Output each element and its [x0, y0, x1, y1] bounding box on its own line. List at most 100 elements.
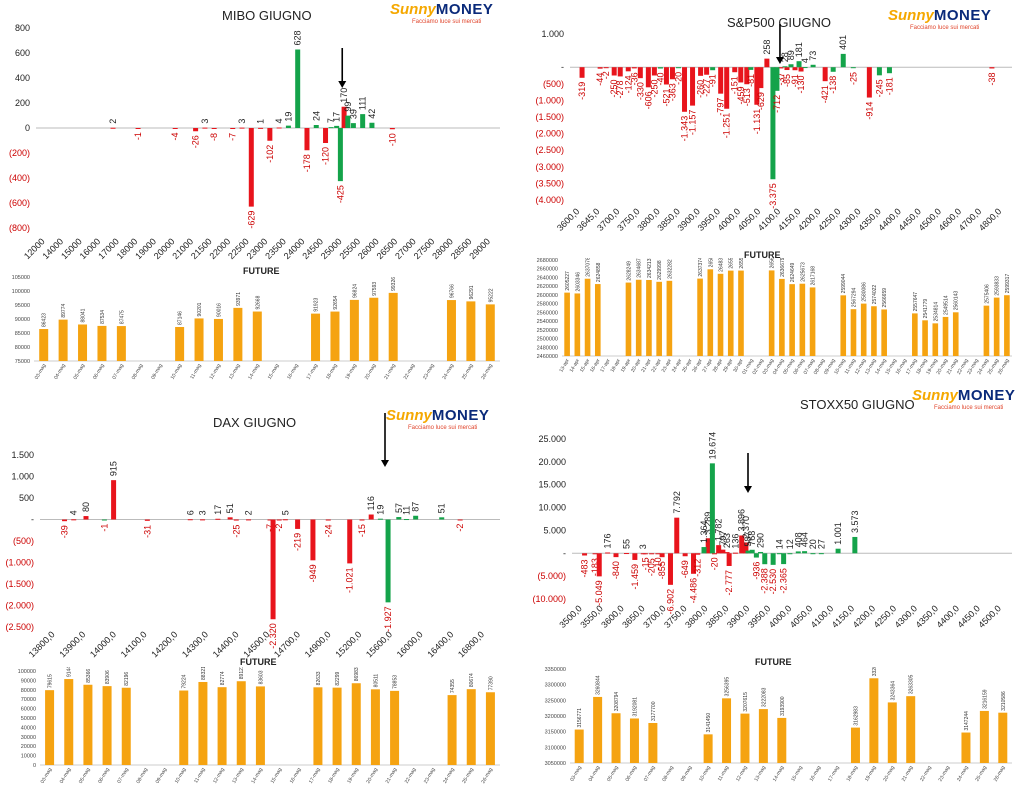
data-label: -2.388 — [760, 568, 770, 594]
future-data-label: 3177700 — [651, 701, 657, 721]
future-data-label: 2624649 — [790, 262, 796, 282]
data-label: 7 — [326, 118, 336, 123]
data-label: 7.792 — [672, 491, 682, 514]
bar — [187, 519, 193, 521]
bar — [667, 553, 673, 585]
data-label: -120 — [321, 147, 331, 165]
data-label: 176 — [603, 533, 613, 548]
data-label: 73 — [808, 51, 818, 61]
bar — [796, 61, 802, 68]
future-x-tick-label: 05-mag — [78, 767, 92, 785]
data-label: 3 — [638, 544, 648, 549]
future-data-label: 2617168 — [811, 266, 817, 286]
data-label: 14 — [774, 539, 784, 549]
bar — [325, 519, 331, 521]
future-data-label: 92668 — [255, 295, 261, 309]
bar — [323, 128, 329, 143]
future-x-tick-label: 10-mag — [698, 765, 712, 783]
x-tick-label: 3600,0 — [599, 603, 626, 630]
data-label: -91 — [790, 74, 800, 87]
future-bar — [656, 281, 662, 356]
future-data-label: 80674 — [469, 673, 475, 687]
data-label: -855 — [657, 561, 667, 579]
bar — [739, 535, 745, 554]
future-x-tick-label: 08-mag — [661, 765, 675, 783]
bar — [748, 67, 754, 70]
future-x-tick-label: 24-mag — [442, 363, 456, 380]
future-data-label: 86423 — [42, 313, 48, 327]
data-label: -85 — [782, 74, 792, 87]
future-bar — [799, 283, 806, 356]
arrow-head — [744, 486, 752, 493]
data-label: -40 — [655, 73, 665, 86]
data-label: -1.131 — [752, 109, 762, 135]
future-y-tick-label: 70000 — [21, 697, 36, 703]
data-label: -629 — [246, 211, 256, 229]
bar — [295, 49, 301, 128]
future-data-label: 2574022 — [872, 285, 878, 305]
data-label: -260 — [696, 80, 706, 98]
future-bar — [217, 687, 227, 765]
data-label: -649 — [680, 560, 690, 578]
future-y-tick-label: 2600000 — [537, 293, 558, 299]
bar — [709, 463, 715, 554]
future-y-tick-label: 2520000 — [537, 328, 558, 334]
future-y-tick-label: 3050000 — [545, 761, 566, 767]
y-tick-label: (3.500) — [535, 178, 564, 188]
bar — [227, 517, 233, 520]
future-bar — [869, 678, 879, 763]
data-label: -24 — [323, 525, 333, 538]
future-bar — [574, 729, 584, 763]
future-bar — [485, 692, 495, 765]
future-bar — [179, 690, 189, 765]
bar — [285, 125, 291, 128]
bar — [866, 67, 872, 98]
data-label: -278 — [615, 80, 625, 98]
future-data-label: 2636679 — [780, 258, 786, 277]
future-bar — [942, 316, 949, 356]
bar — [710, 67, 716, 71]
data-label: 1.364 — [699, 521, 709, 544]
bar — [698, 67, 704, 76]
future-data-label: 2637374 — [698, 258, 704, 277]
future-data-label: 2632282 — [667, 259, 673, 279]
future-bar — [850, 309, 857, 356]
sp500-future-title: FUTURE — [744, 250, 781, 260]
y-tick-label: 15.000 — [538, 480, 566, 490]
bar — [732, 67, 738, 73]
future-data-label: 3263305 — [909, 674, 915, 694]
future-data-label: 2655675 — [729, 258, 735, 269]
future-x-tick-label: 21-mag — [901, 765, 915, 783]
data-label: -31 — [142, 525, 152, 538]
future-y-tick-label: 3200000 — [545, 714, 566, 720]
future-x-tick-label: 06-mag — [625, 765, 639, 783]
future-data-label: 74355 — [450, 679, 456, 693]
future-x-tick-label: 14-mag — [247, 363, 261, 380]
future-bar — [311, 313, 321, 361]
future-bar — [809, 287, 816, 356]
future-data-label: 2549514 — [944, 295, 950, 315]
bar — [369, 122, 375, 128]
future-data-label: 2628249 — [626, 261, 632, 281]
data-label: -949 — [308, 564, 318, 582]
future-data-label: 3192081 — [632, 697, 638, 717]
data-label: 170 — [339, 88, 349, 103]
future-data-label: 2656140 — [770, 258, 776, 268]
x-tick-label: 4450,0 — [955, 603, 982, 630]
future-bar — [777, 717, 787, 763]
x-tick-label: 4500,0 — [976, 603, 1003, 630]
future-data-label: 2541779 — [923, 299, 929, 319]
bar — [202, 127, 208, 129]
future-data-label: 2629998 — [657, 260, 663, 280]
future-x-tick-label: 17-mag — [827, 765, 841, 783]
data-label: -3.375 — [768, 183, 778, 209]
bar — [738, 67, 744, 83]
x-tick-label: 4350,0 — [914, 603, 941, 630]
future-x-tick-label: 07-mag — [116, 767, 130, 785]
future-x-tick-label: 15-mag — [270, 767, 284, 785]
future-x-tick-label: 19-mag — [346, 767, 360, 785]
data-label: 42 — [367, 109, 377, 119]
future-y-tick-label: 3300000 — [545, 683, 566, 689]
future-bar — [727, 270, 734, 356]
data-label: -1.343 — [680, 116, 690, 142]
